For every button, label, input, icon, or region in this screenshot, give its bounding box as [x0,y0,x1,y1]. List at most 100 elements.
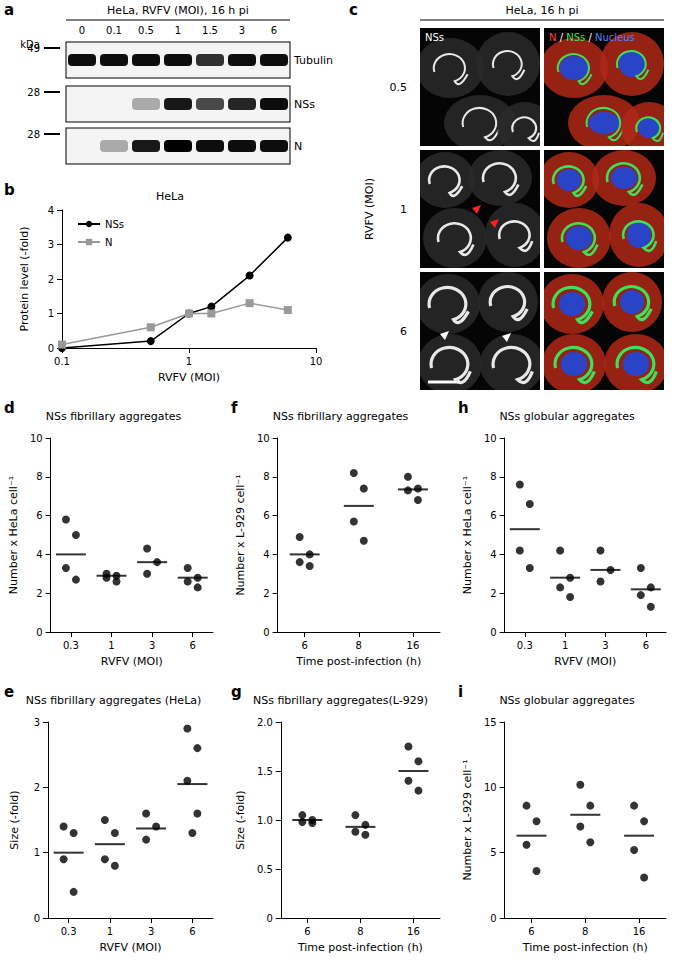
svg-text:4: 4 [263,549,269,560]
svg-text:0: 0 [490,627,496,638]
svg-text:2.0: 2.0 [257,717,273,728]
svg-text:Number x L-929 cell⁻¹: Number x L-929 cell⁻¹ [461,759,474,880]
svg-text:h: h [458,399,469,417]
svg-text:6: 6 [400,325,407,338]
svg-text:4: 4 [48,205,54,216]
svg-text:e: e [4,683,14,701]
svg-text:0.3: 0.3 [61,926,77,937]
svg-text:1: 1 [186,356,192,367]
svg-text:16: 16 [407,926,420,937]
svg-text:2: 2 [48,274,54,285]
svg-text:3: 3 [239,25,245,36]
svg-text:6: 6 [190,640,196,651]
svg-text:1: 1 [107,926,113,937]
svg-text:8: 8 [582,926,588,937]
svg-text:NSs: NSs [425,32,444,43]
svg-text:5: 5 [490,847,496,858]
svg-text:Time post-infection (h): Time post-infection (h) [297,941,423,954]
svg-text:b: b [4,181,15,199]
svg-text:Number x HeLa cell⁻¹: Number x HeLa cell⁻¹ [7,476,20,594]
svg-text:10: 10 [310,356,323,367]
svg-text:6: 6 [263,510,269,521]
svg-text:NSs globular aggregates: NSs globular aggregates [499,694,635,707]
svg-text:0.5: 0.5 [138,25,154,36]
svg-text:0.3: 0.3 [517,640,533,651]
svg-text:8: 8 [357,926,363,937]
svg-text:28: 28 [27,129,40,140]
svg-text:1: 1 [48,308,54,319]
svg-text:d: d [4,399,15,417]
svg-text:f: f [231,399,238,417]
svg-text:Protein level (-fold): Protein level (-fold) [18,227,31,332]
svg-text:1: 1 [400,203,407,216]
svg-text:1: 1 [34,847,40,858]
svg-text:1: 1 [108,640,114,651]
svg-text:NSs: NSs [105,219,124,230]
svg-text:Number x HeLa cell⁻¹: Number x HeLa cell⁻¹ [461,476,474,594]
svg-text:6: 6 [271,25,277,36]
svg-text:3: 3 [602,640,608,651]
svg-text:6: 6 [36,510,42,521]
svg-text:1.5: 1.5 [257,766,273,777]
svg-text:0: 0 [48,343,54,354]
svg-text:c: c [349,1,358,19]
svg-text:g: g [231,683,242,701]
svg-text:10: 10 [484,433,497,444]
svg-text:0.1: 0.1 [54,356,70,367]
svg-text:6: 6 [490,510,496,521]
svg-text:RVFV (MOI): RVFV (MOI) [100,941,162,954]
svg-text:15: 15 [484,717,497,728]
svg-text:0.5: 0.5 [257,864,273,875]
svg-text:1.5: 1.5 [202,25,218,36]
svg-text:NSs fibrillary aggregates(L-92: NSs fibrillary aggregates(L-929) [253,694,428,707]
svg-text:6: 6 [301,640,307,651]
svg-text:NSs fibrillary aggregates: NSs fibrillary aggregates [46,410,182,423]
svg-text:Tubulin: Tubulin [293,54,333,67]
svg-text:Size (-fold): Size (-fold) [8,790,21,849]
svg-text:3: 3 [34,717,40,728]
svg-text:0: 0 [36,627,42,638]
svg-text:HeLa, 16 h pi: HeLa, 16 h pi [506,4,579,17]
svg-text:16: 16 [407,640,420,651]
svg-text:NSs globular aggregates: NSs globular aggregates [499,410,635,423]
svg-text:1: 1 [175,25,181,36]
svg-text:4: 4 [490,549,496,560]
svg-text:HeLa, RVFV (MOI), 16 h pi: HeLa, RVFV (MOI), 16 h pi [107,4,249,17]
svg-text:1: 1 [562,640,568,651]
svg-text:8: 8 [263,471,269,482]
svg-text:4: 4 [36,549,42,560]
svg-text:2: 2 [36,588,42,599]
svg-text:10: 10 [257,433,270,444]
svg-text:RVFV (MOI): RVFV (MOI) [363,178,376,240]
svg-text:Size (-fold): Size (-fold) [234,790,247,849]
svg-text:3: 3 [148,926,154,937]
svg-text:NSs: NSs [294,98,315,111]
svg-text:10: 10 [484,782,497,793]
svg-text:8: 8 [356,640,362,651]
svg-text:6: 6 [528,926,534,937]
svg-text:2: 2 [263,588,269,599]
svg-text:8: 8 [490,471,496,482]
svg-text:0: 0 [266,913,272,924]
svg-text:6: 6 [304,926,310,937]
svg-text:16: 16 [633,926,646,937]
svg-text:8: 8 [36,471,42,482]
svg-text:28: 28 [27,87,40,98]
svg-text:NSs fibrillary aggregates: NSs fibrillary aggregates [273,410,409,423]
svg-text:HeLa: HeLa [156,190,184,203]
svg-text:2: 2 [34,782,40,793]
svg-text:Time post-infection (h): Time post-infection (h) [522,941,648,954]
svg-text:0.5: 0.5 [390,81,408,94]
svg-text:0.1: 0.1 [106,25,122,36]
svg-text:NSs fibrillary aggregates (HeL: NSs fibrillary aggregates (HeLa) [26,694,202,707]
svg-text:RVFV (MOI): RVFV (MOI) [554,655,616,668]
svg-text:a: a [4,1,14,19]
svg-text:RVFV (MOI): RVFV (MOI) [158,371,220,384]
svg-text:1.0: 1.0 [257,815,273,826]
svg-text:0: 0 [263,627,269,638]
svg-text:N / NSs / Nucleus: N / NSs / Nucleus [549,32,635,43]
svg-text:0: 0 [34,913,40,924]
svg-text:3: 3 [48,239,54,250]
svg-text:10: 10 [30,433,43,444]
svg-text:3: 3 [149,640,155,651]
